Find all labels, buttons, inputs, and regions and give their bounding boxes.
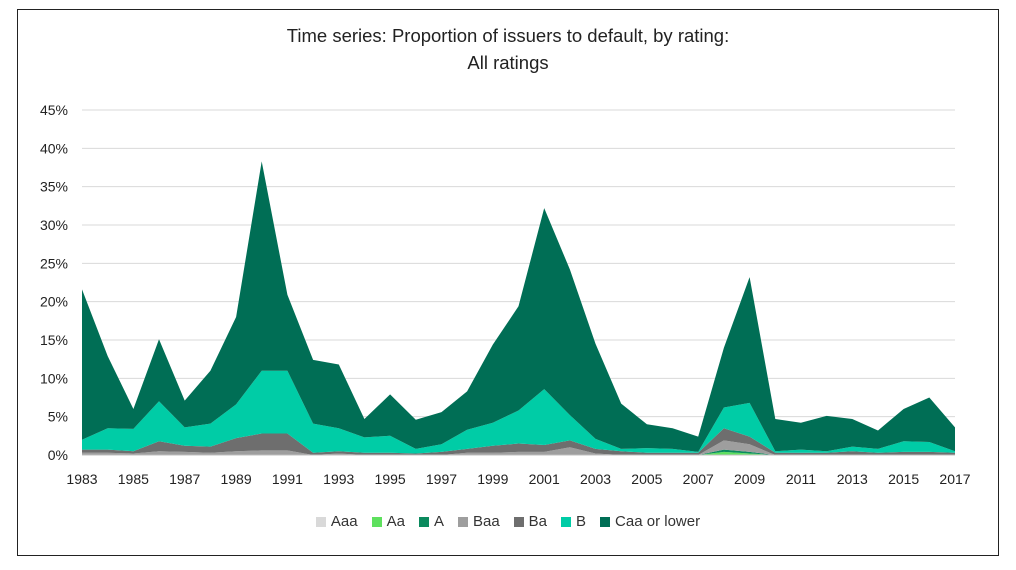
- area-b: [82, 370, 955, 454]
- y-tick-label: 30%: [40, 217, 68, 233]
- x-tick-label: 1999: [477, 471, 508, 487]
- x-tick-label: 1983: [66, 471, 97, 487]
- x-tick-label: 1991: [272, 471, 303, 487]
- y-tick-label: 5%: [48, 409, 68, 425]
- x-tick-label: 1995: [375, 471, 406, 487]
- legend-label: Baa: [472, 513, 500, 530]
- legend-item-aa: Aa: [371, 513, 405, 530]
- y-tick-label: 0%: [48, 447, 68, 463]
- x-tick-label: 1985: [118, 471, 149, 487]
- chart-title-block: Time series: Proportion of issuers to de…: [0, 22, 1016, 76]
- x-tick-label: 2015: [888, 471, 919, 487]
- y-tick-label: 15%: [40, 332, 68, 348]
- y-tick-label: 35%: [40, 179, 68, 195]
- legend-item-aaa: Aaa: [315, 513, 358, 530]
- legend-label: Caa or lower: [615, 513, 701, 530]
- legend-label: Ba: [528, 513, 548, 530]
- chart-title: Time series: Proportion of issuers to de…: [286, 25, 730, 46]
- area-ba: [82, 428, 955, 455]
- legend-swatch: [600, 516, 611, 527]
- legend-swatch: [457, 516, 468, 527]
- x-tick-label: 2017: [939, 471, 970, 487]
- legend-label: B: [576, 513, 587, 530]
- legend-item-a: A: [418, 513, 444, 530]
- legend-item-b: B: [561, 513, 586, 530]
- legend: Aaa Aa A Baa Ba B Caa or lower: [0, 513, 1016, 530]
- area-series: [82, 161, 955, 455]
- area-aa: [82, 451, 955, 455]
- x-tick-label: 2001: [529, 471, 560, 487]
- x-tick-label: 1989: [220, 471, 251, 487]
- y-tick-label: 20%: [40, 294, 68, 310]
- x-tick-label: 2007: [683, 471, 714, 487]
- y-tick-label: 45%: [40, 102, 68, 118]
- x-tick-label: 2009: [734, 471, 765, 487]
- x-tick-label: 2003: [580, 471, 611, 487]
- area-caa-or-lower: [82, 161, 955, 452]
- x-tick-label: 2005: [631, 471, 662, 487]
- x-tick-label: 1993: [323, 471, 354, 487]
- y-tick-label: 10%: [40, 370, 68, 386]
- legend-label: Aaa: [330, 513, 358, 530]
- x-tick-label: 1987: [169, 471, 200, 487]
- x-tick-label: 2013: [837, 471, 868, 487]
- x-tick-label: 2011: [786, 471, 816, 487]
- area-a: [82, 449, 955, 455]
- legend-item-baa: Baa: [457, 513, 500, 530]
- x-tick-label: 1997: [426, 471, 457, 487]
- legend-label: A: [433, 513, 444, 530]
- legend-swatch: [418, 516, 429, 527]
- legend-item-ba: Ba: [513, 513, 548, 530]
- chart-subtitle: All ratings: [467, 52, 549, 73]
- y-axis: 0% 5% 10% 15% 20% 25% 30% 35% 40% 45%: [40, 102, 68, 463]
- y-tick-label: 40%: [40, 140, 68, 156]
- x-axis: 1983 1985 1987 1989 1991 1993 1995 1997 1999 2001…: [66, 454, 971, 487]
- legend-swatch: [315, 516, 326, 527]
- legend-swatch: [561, 516, 572, 527]
- legend-swatch: [513, 516, 524, 527]
- legend-swatch: [371, 516, 382, 527]
- area-baa: [82, 440, 955, 455]
- legend-label: Aa: [386, 513, 405, 530]
- legend-item-caa-or-lower: Caa or lower: [600, 513, 700, 530]
- y-tick-label: 25%: [40, 255, 68, 271]
- chart-frame: [17, 9, 999, 556]
